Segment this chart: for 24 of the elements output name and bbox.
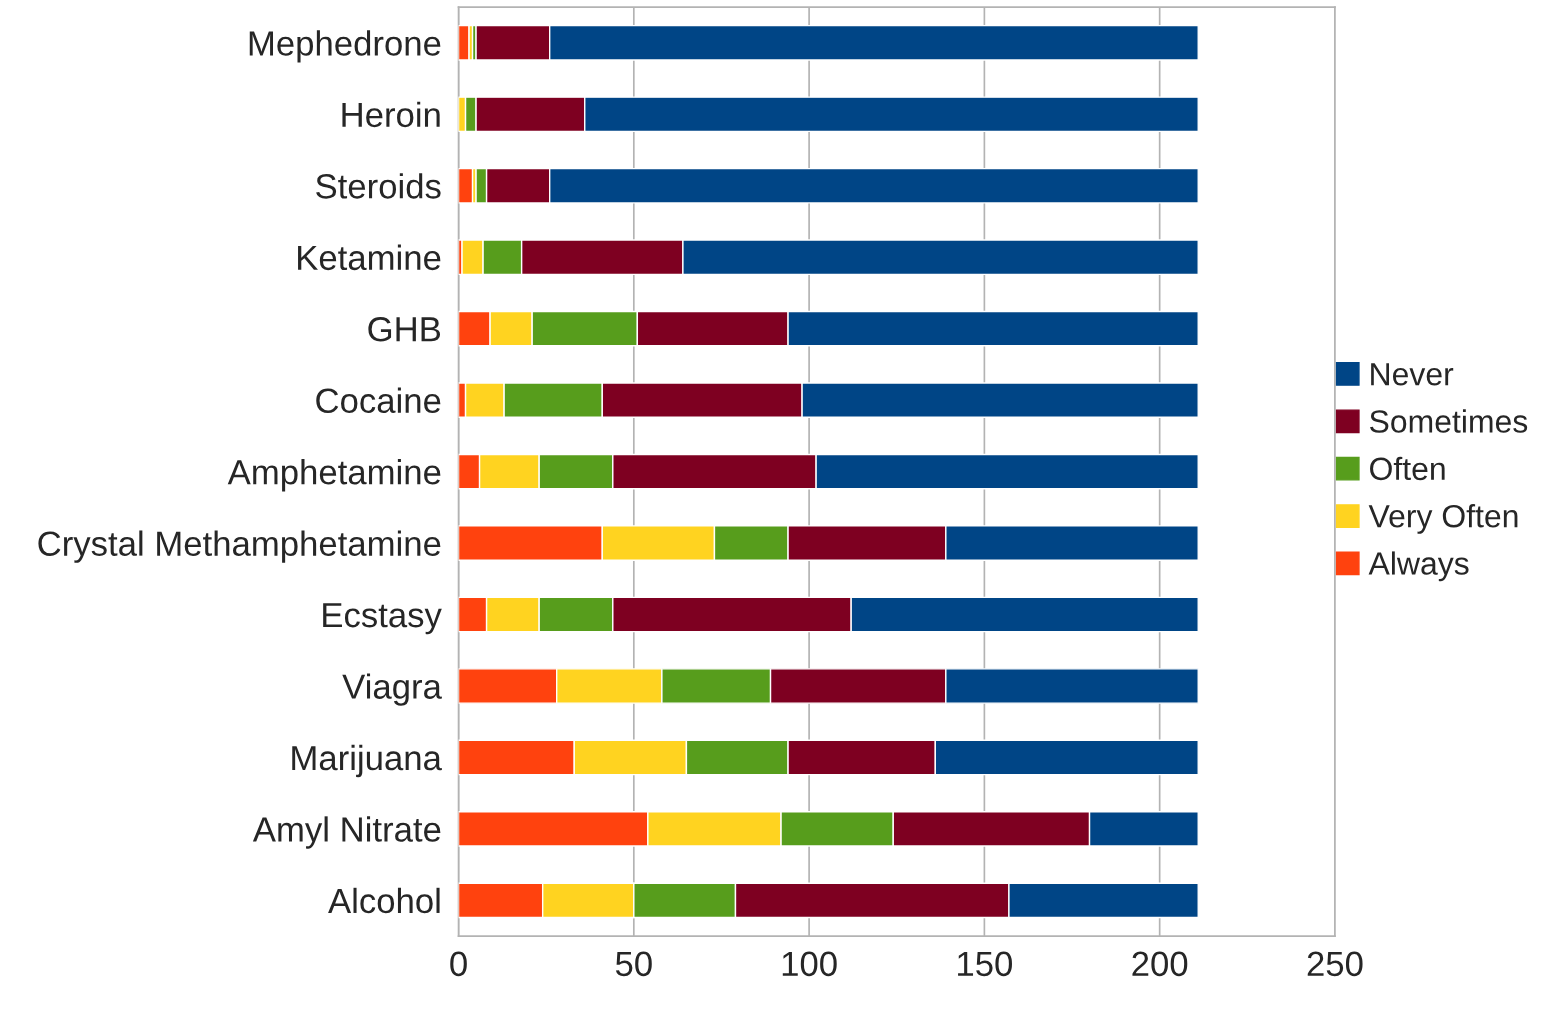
x-tick-label: 100 bbox=[782, 951, 837, 977]
x-tick-label: 150 bbox=[958, 951, 1012, 977]
x-tick-label: 0 bbox=[450, 951, 467, 977]
legend-label: Never bbox=[1371, 363, 1454, 386]
legend-label: Always bbox=[1368, 551, 1469, 582]
x-tick-label: 200 bbox=[1132, 951, 1188, 977]
x-tick-label: 250 bbox=[1307, 951, 1363, 977]
y-tick-label: Crystal Methamphetamine bbox=[38, 530, 441, 563]
x-tick-label: 50 bbox=[615, 951, 652, 977]
legend-label: Sometimes bbox=[1369, 409, 1528, 433]
y-tick-label: Amphetamine bbox=[227, 459, 441, 492]
legend-label: Often bbox=[1370, 456, 1445, 481]
y-tick-label: Alcohol bbox=[328, 887, 440, 914]
y-tick-label: Heroin bbox=[342, 101, 440, 128]
y-tick-label: Amyl Nitrate bbox=[252, 816, 441, 849]
y-tick-label: Viagra bbox=[342, 673, 442, 706]
legend-label: Very Often bbox=[1368, 504, 1518, 534]
y-tick-label: Cocaine bbox=[316, 387, 441, 414]
y-tick-label: Ketamine bbox=[298, 244, 441, 271]
y-tick-label: Marijuana bbox=[292, 744, 442, 778]
y-tick-label: Mephedrone bbox=[249, 30, 441, 63]
y-tick-label: Steroids bbox=[316, 173, 441, 199]
y-tick-label: Ecstasy bbox=[323, 603, 442, 635]
y-tick-label: GHB bbox=[368, 317, 441, 342]
